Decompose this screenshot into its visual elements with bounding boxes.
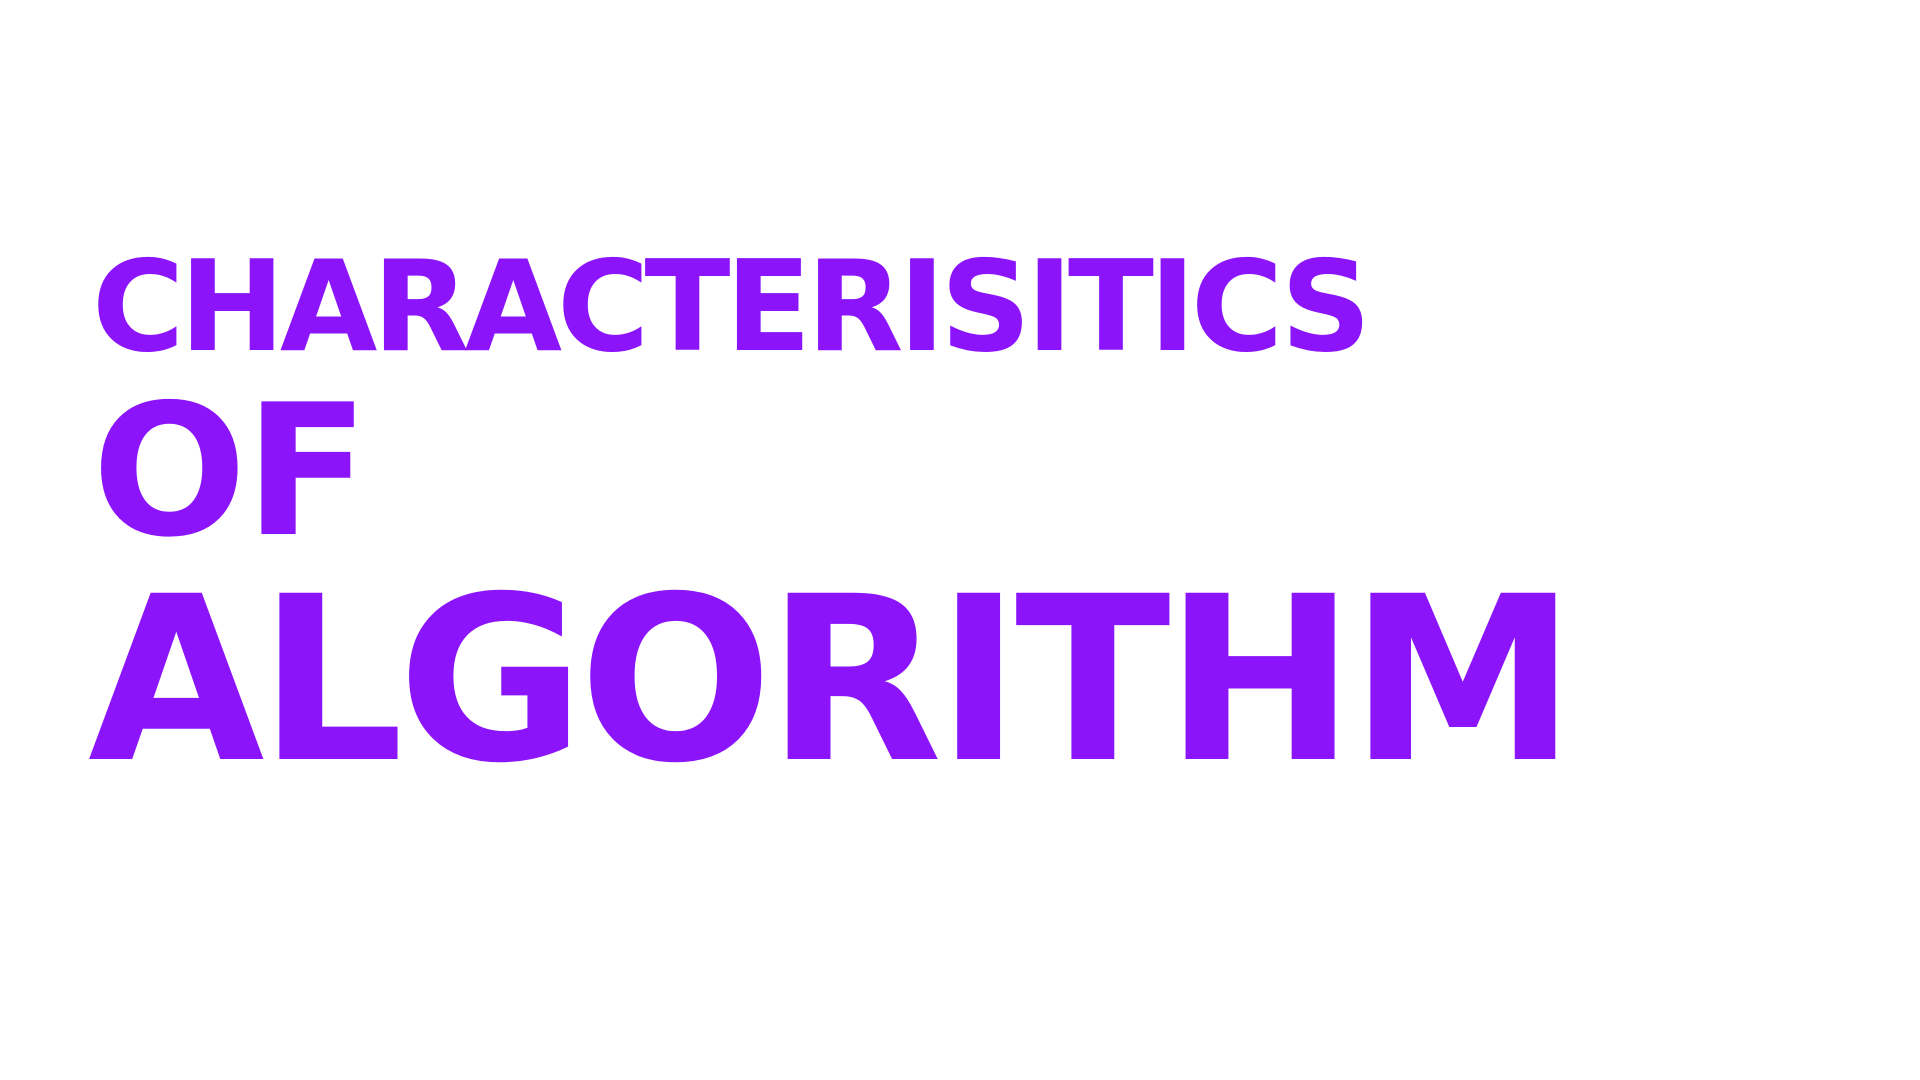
title-line-characteristics: CHARACTERISITICS (92, 233, 1371, 380)
title-line-algorithm: ALGORITHM (88, 547, 1576, 813)
title-line-of: OF (92, 365, 369, 577)
